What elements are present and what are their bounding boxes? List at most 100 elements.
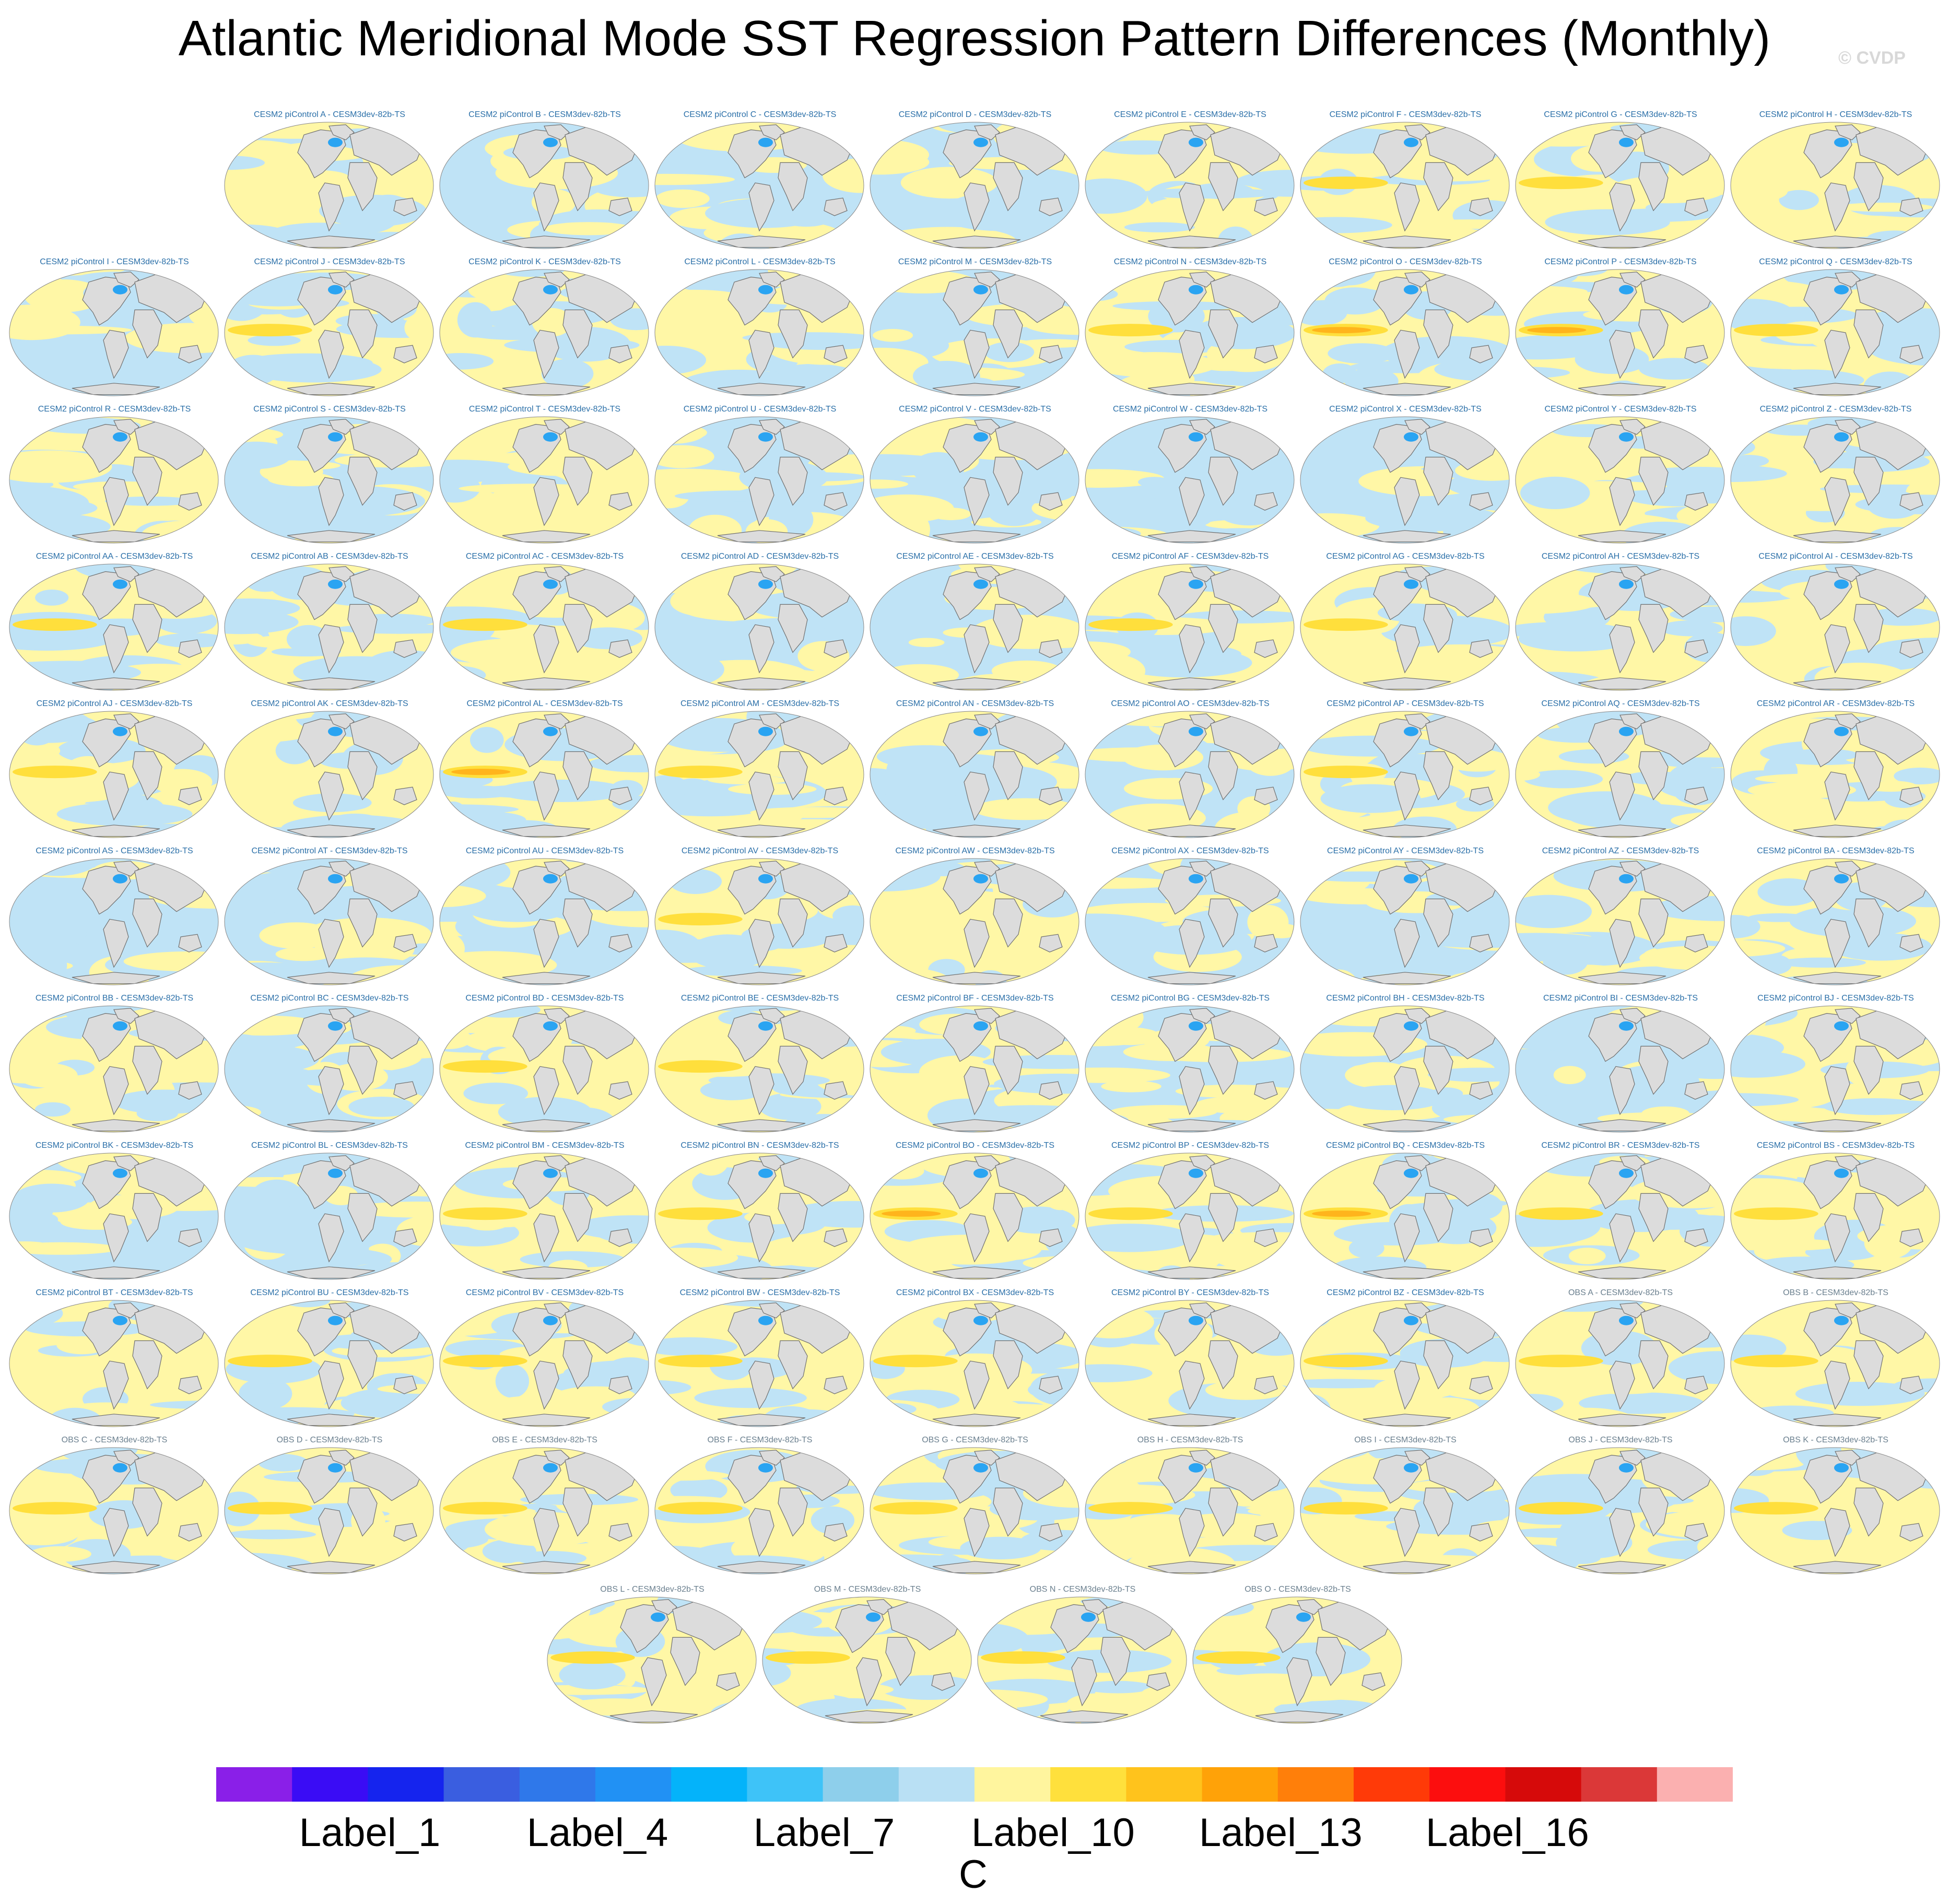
land-mass [1638, 1487, 1669, 1537]
land-mass [1609, 1213, 1635, 1263]
panel-title: CESM2 piControl AE - CESM3dev-82b-TS [896, 552, 1054, 561]
anomaly-patch [1731, 1547, 1750, 1574]
world-map [977, 1596, 1187, 1724]
land-mass [824, 639, 848, 658]
anomaly-patch [1085, 1224, 1193, 1252]
anomaly-patch [244, 356, 382, 383]
panel-title: CESM2 piControl BO - CESM3dev-82b-TS [895, 1141, 1055, 1150]
map-panel: CESM2 piControl AP - CESM3dev-82b-TS [1299, 699, 1511, 840]
panel-title: CESM2 piControl B - CESM3dev-82b-TS [468, 110, 621, 119]
anomaly-patch [1731, 1448, 1771, 1465]
map-outline [224, 711, 434, 838]
land-mass [1793, 1414, 1882, 1426]
map-panel: CESM2 piControl J - CESM3dev-82b-TS [224, 257, 436, 398]
map-outline [1730, 1300, 1940, 1427]
land-mass [641, 1657, 667, 1707]
anomaly-patch [1124, 222, 1195, 232]
land-mass [964, 1213, 990, 1263]
map-panel: CESM2 piControl H - CESM3dev-82b-TS [1730, 110, 1942, 251]
anomaly-patch [609, 308, 649, 331]
anomaly-patch [482, 1395, 621, 1419]
labrador-sea-anomaly [113, 1463, 127, 1473]
labrador-sea-anomaly [1404, 726, 1418, 736]
land-mass [132, 898, 162, 948]
labrador-sea-anomaly [543, 1021, 558, 1031]
land-mass [1824, 1360, 1850, 1410]
labrador-sea-anomaly [1189, 1315, 1203, 1325]
land-mass [1254, 345, 1278, 363]
land-mass [748, 919, 774, 968]
land-mass [562, 1340, 593, 1390]
world-map [1300, 269, 1510, 396]
land-mass [347, 751, 378, 801]
land-mass [1254, 492, 1278, 511]
land-mass [608, 1081, 632, 1100]
map-panel: CESM2 piControl AX - CESM3dev-82b-TS [1084, 846, 1296, 987]
labrador-sea-anomaly [866, 1612, 880, 1622]
land-mass [1638, 898, 1669, 948]
map-panel: CESM2 piControl BO - CESM3dev-82b-TS [869, 1141, 1081, 1282]
map-panel: CESM2 piControl BU - CESM3dev-82b-TS [224, 1288, 436, 1429]
panel-title: CESM2 piControl BD - CESM3dev-82b-TS [465, 994, 624, 1003]
land-mass [1394, 182, 1420, 232]
panel-title: CESM2 piControl AQ - CESM3dev-82b-TS [1541, 699, 1700, 708]
world-map [224, 416, 434, 544]
land-mass [1039, 1081, 1063, 1100]
anomaly-patch [348, 1097, 415, 1117]
labrador-sea-anomaly [543, 1463, 558, 1473]
anomaly-patch [1741, 357, 1850, 369]
land-mass [993, 604, 1023, 653]
panel-title: CESM2 piControl Q - CESM3dev-82b-TS [1759, 257, 1912, 266]
land-mass [287, 383, 375, 395]
map-panel: CESM2 piControl BY - CESM3dev-82b-TS [1084, 1288, 1296, 1429]
world-map [9, 1005, 219, 1133]
anomaly-patch [826, 1060, 859, 1072]
land-mass [502, 530, 591, 543]
labrador-sea-anomaly [1619, 579, 1634, 589]
land-mass [932, 1119, 1021, 1132]
anomaly-patch [827, 1153, 864, 1172]
anomaly-patch [1524, 770, 1603, 789]
labrador-sea-anomaly [973, 874, 988, 884]
land-mass [609, 1710, 698, 1723]
labrador-sea-anomaly [1189, 432, 1203, 442]
colorbar-tick-label: Label_1 [299, 1811, 441, 1855]
anomaly-patch [563, 1360, 649, 1386]
world-map [1300, 416, 1510, 544]
land-mass [1147, 972, 1236, 984]
land-mass [824, 1523, 848, 1542]
equatorial-anomaly [1088, 1207, 1173, 1220]
anomaly-patch [875, 890, 1020, 909]
world-map [439, 711, 649, 838]
world-map [1730, 1447, 1940, 1574]
map-panel: CESM2 piControl AG - CESM3dev-82b-TS [1299, 551, 1511, 692]
land-mass [178, 492, 202, 511]
equatorial-anomaly [1088, 324, 1173, 337]
land-mass [287, 677, 375, 690]
land-mass [287, 1414, 375, 1426]
panel-title: CESM2 piControl BL - CESM3dev-82b-TS [251, 1141, 408, 1150]
map-outline [870, 1153, 1079, 1280]
anomaly-patch [470, 727, 504, 753]
land-mass [1255, 1710, 1344, 1723]
anomaly-patch [1610, 175, 1724, 204]
land-mass [932, 236, 1021, 248]
map-outline [654, 1153, 864, 1280]
land-mass [1208, 1487, 1238, 1537]
land-mass [993, 1487, 1023, 1537]
land-mass [824, 197, 848, 216]
anomaly-patch [1516, 334, 1633, 350]
map-outline [1300, 1005, 1510, 1133]
land-mass [964, 624, 990, 674]
land-mass [393, 197, 417, 216]
land-mass [1039, 492, 1063, 511]
map-panel: CESM2 piControl L - CESM3dev-82b-TS [654, 257, 866, 398]
land-mass [1609, 919, 1635, 968]
labrador-sea-anomaly [1834, 874, 1849, 884]
panel-title: CESM2 piControl BB - CESM3dev-82b-TS [35, 994, 194, 1003]
map-panel: OBS J - CESM3dev-82b-TS [1514, 1435, 1727, 1576]
colorbar-swatch [519, 1767, 596, 1802]
map-outline [654, 711, 864, 838]
map-panel: CESM2 piControl BG - CESM3dev-82b-TS [1084, 993, 1296, 1134]
land-mass [1208, 1193, 1238, 1242]
